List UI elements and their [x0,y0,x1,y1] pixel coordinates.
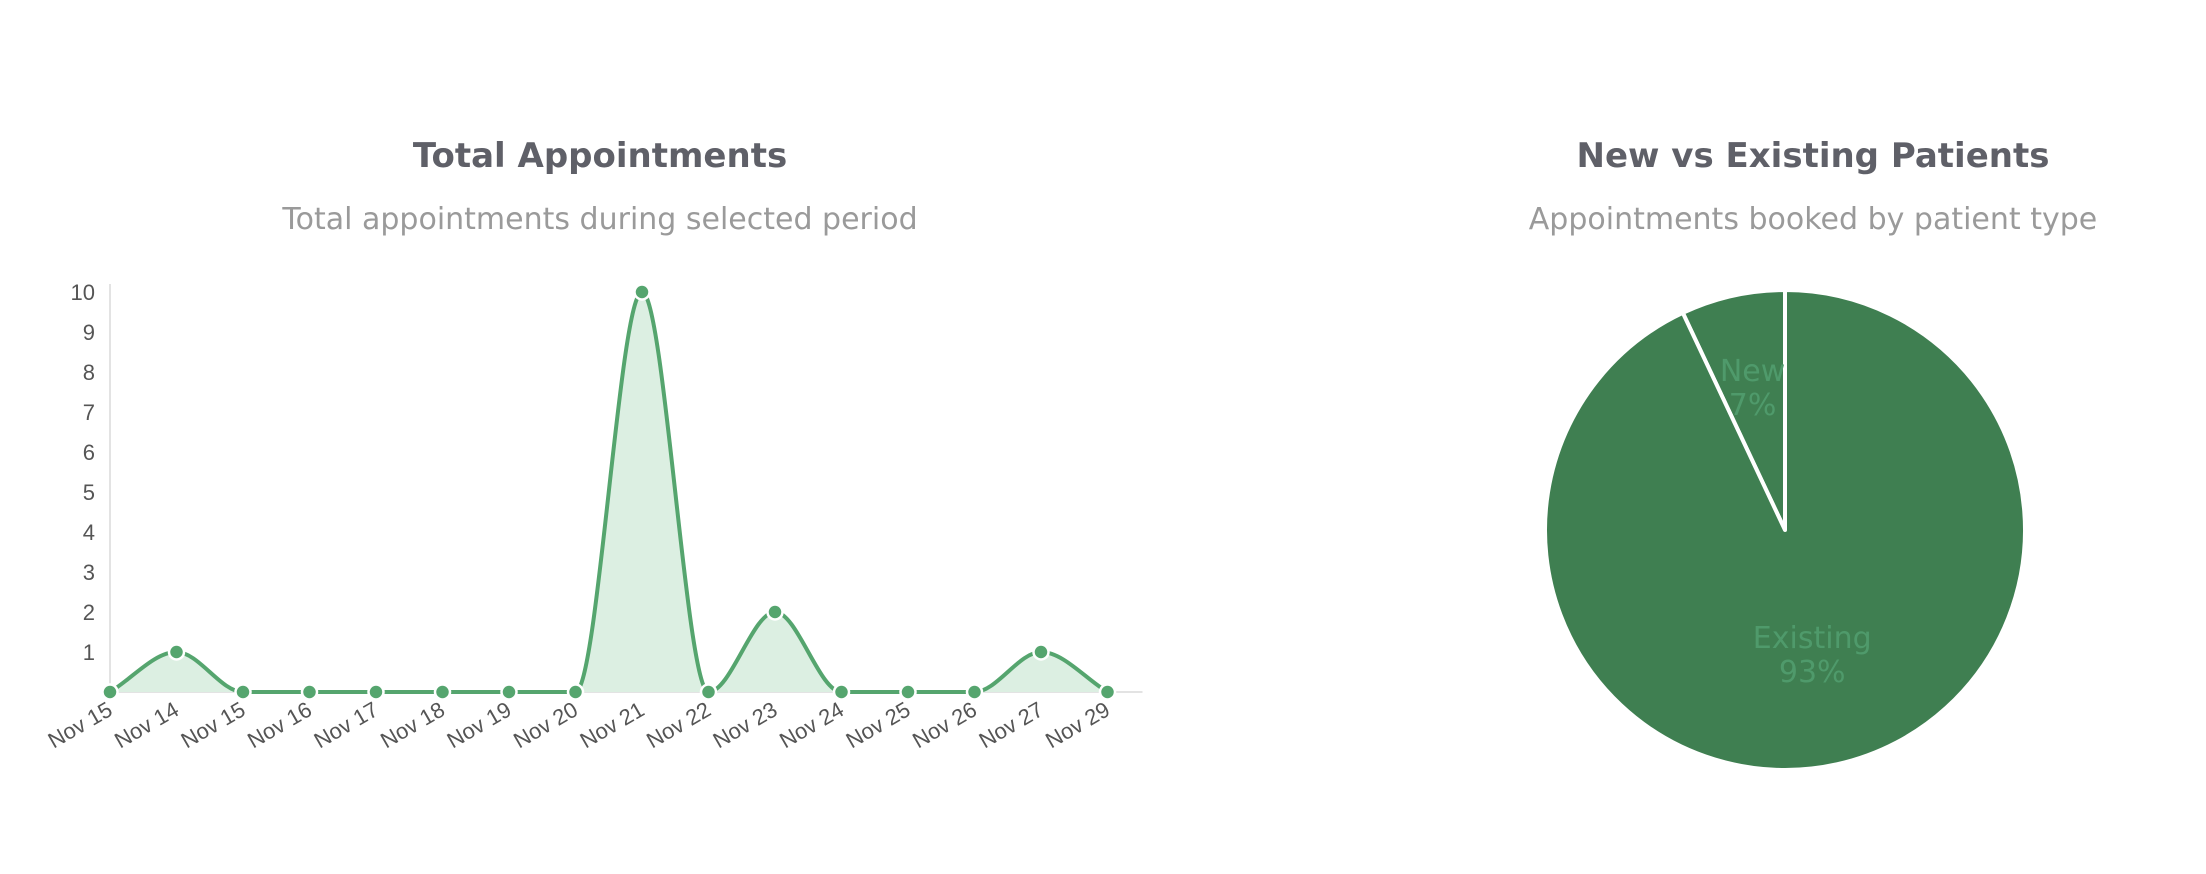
x-tick-label: Nov 29 [1041,697,1114,754]
x-tick-label: Nov 25 [842,697,915,754]
y-tick-label: 1 [83,640,95,665]
y-tick-label: 4 [83,520,95,545]
x-tick-label: Nov 21 [576,697,649,754]
data-point[interactable] [433,683,452,701]
data-point[interactable] [899,683,917,701]
x-tick-label: Nov 18 [376,697,449,754]
y-tick-label: 7 [83,400,95,425]
x-tick-label: Nov 22 [642,697,715,754]
x-tick-label: Nov 15 [177,697,250,754]
data-point[interactable] [101,683,119,701]
x-tick-label: Nov 16 [243,697,316,754]
patients-chart-subtitle: Appointments booked by patient type [1528,202,2098,237]
appointments-chart-panel: Total Appointments Total appointments du… [44,136,1143,754]
pie-slice-percent: 7% [1729,388,1777,423]
y-tick-label: 2 [83,600,95,625]
y-tick-label: 8 [83,360,95,385]
y-tick-label: 5 [83,480,95,505]
x-tick-label: Nov 23 [709,697,782,754]
y-tick-label: 9 [83,320,95,345]
x-tick-label: Nov 14 [110,697,183,754]
data-point[interactable] [367,683,385,701]
pie-slice-label: Existing [1753,621,1872,656]
x-tick-label: Nov 26 [908,697,981,754]
data-point[interactable] [500,683,518,701]
pie-slice-label: New [1720,354,1785,389]
y-tick-label: 10 [71,280,95,305]
pie-slice-existing[interactable] [1543,288,2027,772]
y-tick-label: 3 [83,560,95,585]
data-point[interactable] [699,683,718,701]
appointments-chart-title: Total Appointments [412,136,788,176]
x-tick-label: Nov 19 [443,697,516,754]
pie-slice-percent: 93% [1779,655,1846,690]
data-point[interactable] [234,683,252,701]
appointments-chart-subtitle: Total appointments during selected perio… [282,202,918,237]
x-tick-label: Nov 24 [775,697,848,754]
data-point[interactable] [766,603,784,621]
data-point[interactable] [566,683,585,701]
patients-chart-panel: New vs Existing Patients Appointments bo… [1420,0,2206,874]
data-point[interactable] [965,683,984,701]
data-point[interactable] [832,683,851,701]
data-point[interactable] [1032,643,1050,661]
pie-slice-new[interactable] [1680,288,1787,532]
data-point[interactable] [167,643,186,661]
data-point[interactable] [633,283,651,301]
x-tick-label: Nov 15 [44,697,117,754]
data-point[interactable] [300,683,319,701]
x-tick-label: Nov 17 [310,697,383,754]
y-tick-label: 6 [83,440,95,465]
x-tick-label: Nov 27 [975,697,1048,754]
patients-chart-title: New vs Existing Patients [1576,136,2050,176]
x-tick-label: Nov 20 [509,697,582,754]
data-point[interactable] [1098,683,1117,701]
